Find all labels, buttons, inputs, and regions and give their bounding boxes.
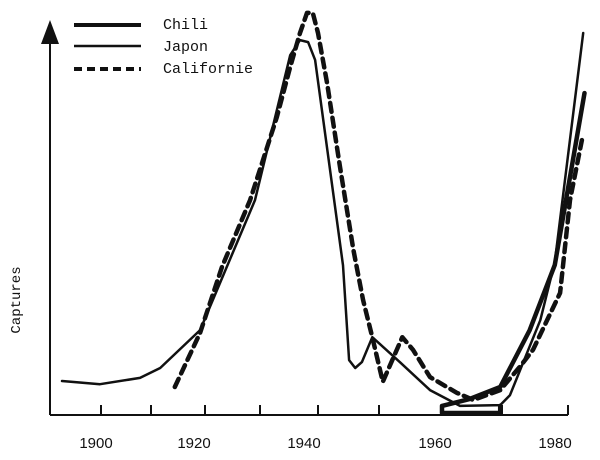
y-axis-label: Captures: [9, 266, 25, 333]
series-line-californie: [172, 10, 585, 403]
x-tick-label: 1900: [79, 435, 112, 452]
x-tick-label: 1920: [177, 435, 210, 452]
x-tick-label: 1980: [538, 435, 571, 452]
axes: [41, 20, 568, 416]
series-line-japon: [60, 31, 585, 408]
y-axis-arrow-icon: [41, 20, 59, 44]
x-tick-label: 1940: [287, 435, 320, 452]
legend-label-californie: Californie: [163, 61, 253, 78]
legend-label-japon: Japon: [163, 39, 208, 56]
x-tick-labels: 1900 1920 1940 1960 1980: [79, 435, 571, 452]
series-group: [60, 10, 587, 416]
legend: Chili Japon Californie: [74, 17, 253, 78]
x-tick-label: 1960: [418, 435, 451, 452]
legend-label-chili: Chili: [163, 17, 208, 34]
